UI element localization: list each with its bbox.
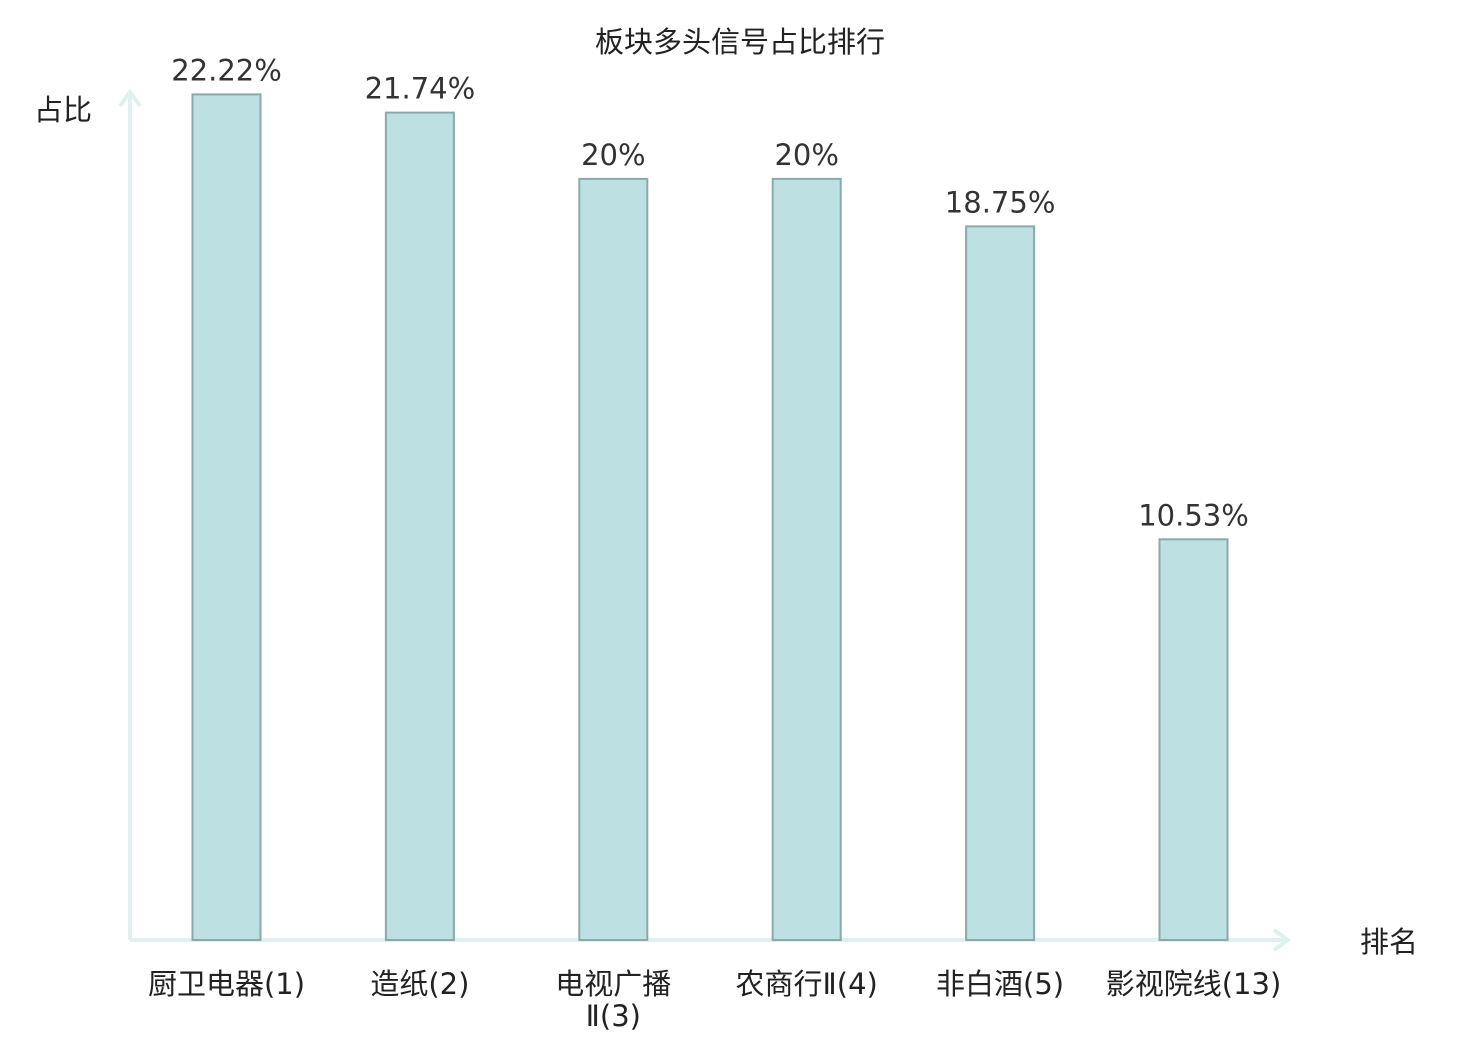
x-axis-arrowhead [1272, 928, 1292, 952]
bar-value-label: 20% [774, 138, 838, 172]
bar-value-label: 21.74% [365, 72, 476, 106]
y-axis [118, 88, 142, 940]
x-tick-label: 电视广播 [555, 967, 671, 1001]
bar-value-label: 18.75% [945, 185, 1056, 219]
x-tick-label: 影视院线(13) [1106, 967, 1282, 1001]
y-axis-arrowhead [118, 88, 142, 108]
bar-series [191, 93, 1229, 942]
x-tick-label: 非白酒(5) [936, 967, 1064, 1001]
bar [965, 225, 1036, 941]
x-axis-label: 排名 [1360, 925, 1418, 959]
bar-value-label: 22.22% [171, 53, 282, 87]
chart-title: 板块多头信号占比排行 [595, 25, 885, 59]
bar [771, 177, 842, 941]
value-labels: 22.22% 21.74% 20% 20% 18.75% 10.53% [171, 53, 1249, 532]
y-axis-label: 占比 [34, 93, 92, 127]
x-tick-label: Ⅱ(3) [586, 999, 641, 1033]
x-tick-label: 农商行Ⅱ(4) [736, 967, 878, 1001]
x-axis [130, 928, 1292, 952]
bar-value-label: 10.53% [1138, 498, 1249, 532]
bar [384, 111, 455, 942]
x-tick-label: 厨卫电器(1) [148, 967, 305, 1001]
bar [1158, 538, 1229, 941]
bar-value-label: 20% [581, 138, 645, 172]
x-tick-label: 造纸(2) [370, 967, 469, 1001]
bar [191, 93, 262, 941]
bar [578, 177, 649, 941]
